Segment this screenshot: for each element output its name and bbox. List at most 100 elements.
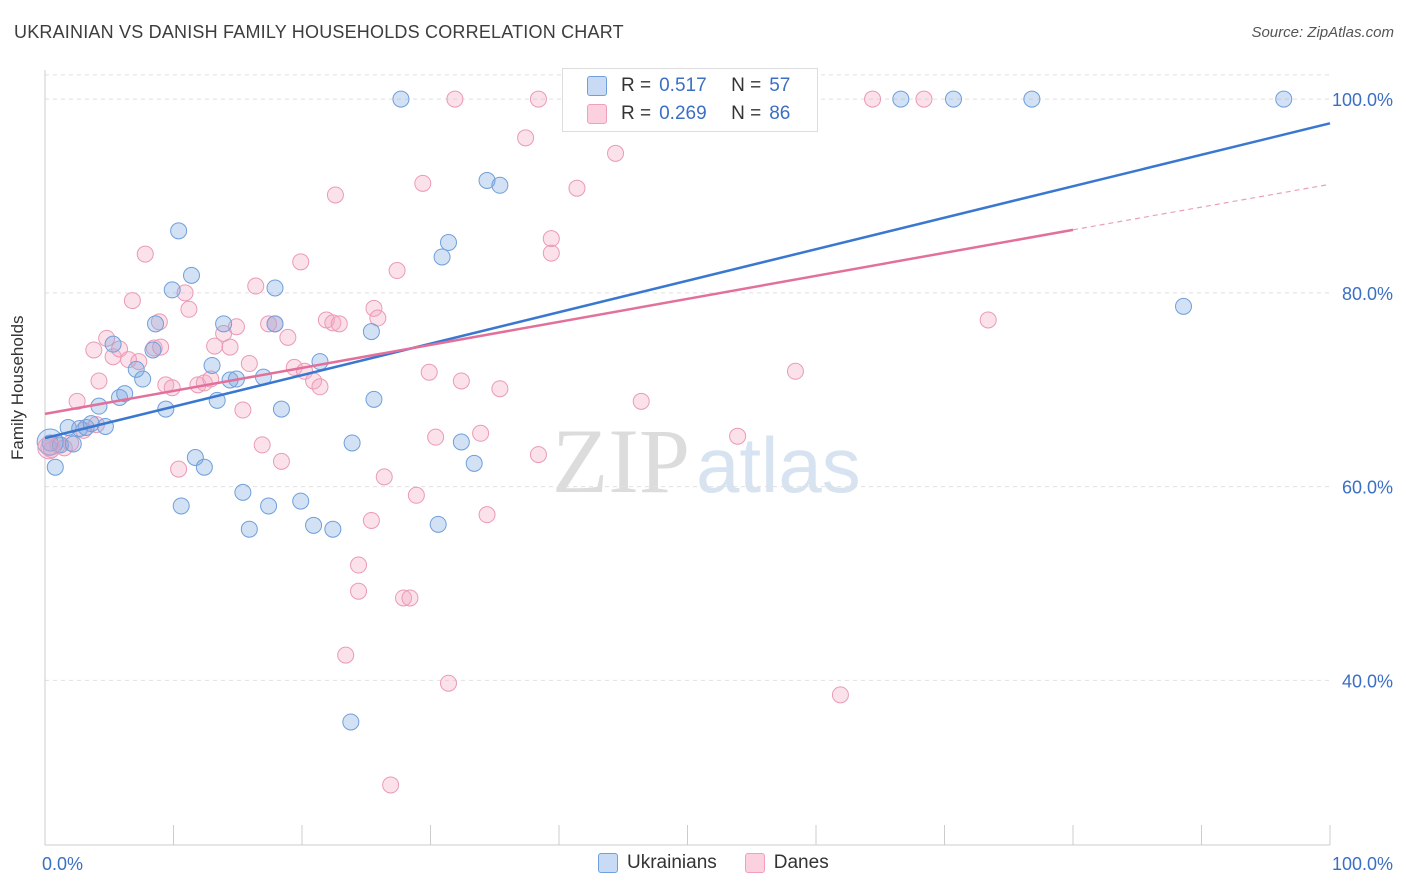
danes-point <box>206 337 224 355</box>
legend-n-value: 57 <box>769 75 791 96</box>
watermark-zip: ZIP <box>552 410 690 512</box>
ukrainians-point <box>51 436 69 454</box>
ukrainians-point <box>342 713 360 731</box>
ukrainians-point <box>144 341 162 359</box>
danes-point <box>330 315 348 333</box>
chart-title: UKRAINIAN VS DANISH FAMILY HOUSEHOLDS CO… <box>14 22 624 42</box>
danes-point <box>337 646 355 664</box>
ukrainians-point <box>1275 90 1293 108</box>
source-credit: Source: ZipAtlas.com <box>1251 24 1394 41</box>
danes-point <box>407 486 425 504</box>
ukrainians-point <box>234 483 252 501</box>
danes-point <box>98 329 116 347</box>
legend-r-value: 0.517 <box>659 75 707 96</box>
danes-point <box>517 129 535 147</box>
danes-point <box>382 776 400 794</box>
danes-point <box>786 362 804 380</box>
ukrainians-point <box>64 435 82 453</box>
danes-point <box>85 341 103 359</box>
watermark: ZIPatlas <box>552 408 861 514</box>
ukrainians-point <box>116 385 134 403</box>
ukrainians-point <box>127 360 145 378</box>
ukrainians-point <box>491 176 509 194</box>
legend-r-value: 0.269 <box>659 103 707 124</box>
y-tick-label: 40.0% <box>1342 671 1393 691</box>
ukrainians-swatch <box>598 853 618 873</box>
danes-point <box>864 90 882 108</box>
danes-point <box>123 292 141 310</box>
danes-point <box>568 179 586 197</box>
ukrainians-point <box>170 222 188 240</box>
danes-point <box>240 355 258 373</box>
danes-point <box>260 315 278 333</box>
danes-point <box>350 582 368 600</box>
danes-point <box>253 436 271 454</box>
danes-point <box>542 230 560 248</box>
danes-point <box>272 452 290 470</box>
legend-item-ukrainians: Ukrainians <box>598 852 717 874</box>
y-axis-label: Family Households <box>8 315 27 460</box>
danes-point <box>607 144 625 162</box>
legend-n-label: N = <box>731 75 762 96</box>
danes-swatch <box>587 104 607 124</box>
series-legend: Ukrainians Danes <box>598 852 857 874</box>
danes-point <box>472 424 490 442</box>
danes-point <box>446 90 464 108</box>
danes-point <box>365 299 383 317</box>
x-tick-label: 100.0% <box>1332 854 1393 874</box>
ukrainians-point <box>195 458 213 476</box>
danes-point <box>221 338 239 356</box>
danes-point <box>279 328 297 346</box>
ukrainians-point <box>362 323 380 341</box>
danes-point <box>427 428 445 446</box>
danes-point <box>247 277 265 295</box>
ukrainians-point <box>272 400 290 418</box>
legend-label-danes: Danes <box>773 852 829 873</box>
ukrainians-point <box>163 281 181 299</box>
ukrainians-point <box>452 433 470 451</box>
danes-point <box>729 427 747 445</box>
ukrainians-swatch <box>587 76 607 96</box>
danes-point <box>632 392 650 410</box>
danes-point <box>529 90 547 108</box>
ukrainians-point <box>944 90 962 108</box>
ukrainians-point <box>215 315 233 333</box>
danes-point <box>420 363 438 381</box>
legend-r-label: R = <box>621 103 652 124</box>
danes-point <box>452 372 470 390</box>
ukrainians-point <box>292 492 310 510</box>
ukrainians-point <box>240 520 258 538</box>
danes-point <box>362 511 380 529</box>
ukrainians-point <box>203 356 221 374</box>
ukrainians-point <box>305 516 323 534</box>
danes-point <box>176 284 194 302</box>
legend-label-ukrainians: Ukrainians <box>627 852 717 873</box>
ukrainians-point <box>1175 297 1193 315</box>
ukrainians-point <box>311 353 329 371</box>
ukrainians-point <box>365 390 383 408</box>
danes-point <box>491 380 509 398</box>
ukrainians-point <box>1023 90 1041 108</box>
danes-point <box>180 300 198 318</box>
danes-point <box>375 468 393 486</box>
danes-point <box>234 401 252 419</box>
danes-point <box>136 245 154 263</box>
danes-point <box>292 253 310 271</box>
danes-point <box>979 311 997 329</box>
ukrainians-point <box>478 171 496 189</box>
ukrainians-point <box>433 248 451 266</box>
danes-trendline-extension <box>1072 183 1331 231</box>
danes-point <box>401 589 419 607</box>
legend-r-label: R = <box>621 75 652 96</box>
danes-point <box>542 244 560 262</box>
ukrainians-point <box>439 233 457 251</box>
ukrainians-point <box>324 520 342 538</box>
ukrainians-point <box>343 434 361 452</box>
legend-row-danes: R = 0.269 N = 86 <box>587 103 790 125</box>
danes-point <box>831 686 849 704</box>
danes-point <box>90 372 108 390</box>
stats-legend: R = 0.517 N = 57 R = 0.269 N = 86 <box>562 68 818 132</box>
legend-row-ukrainians: R = 0.517 N = 57 <box>587 75 790 97</box>
ukrainians-point <box>182 266 200 284</box>
